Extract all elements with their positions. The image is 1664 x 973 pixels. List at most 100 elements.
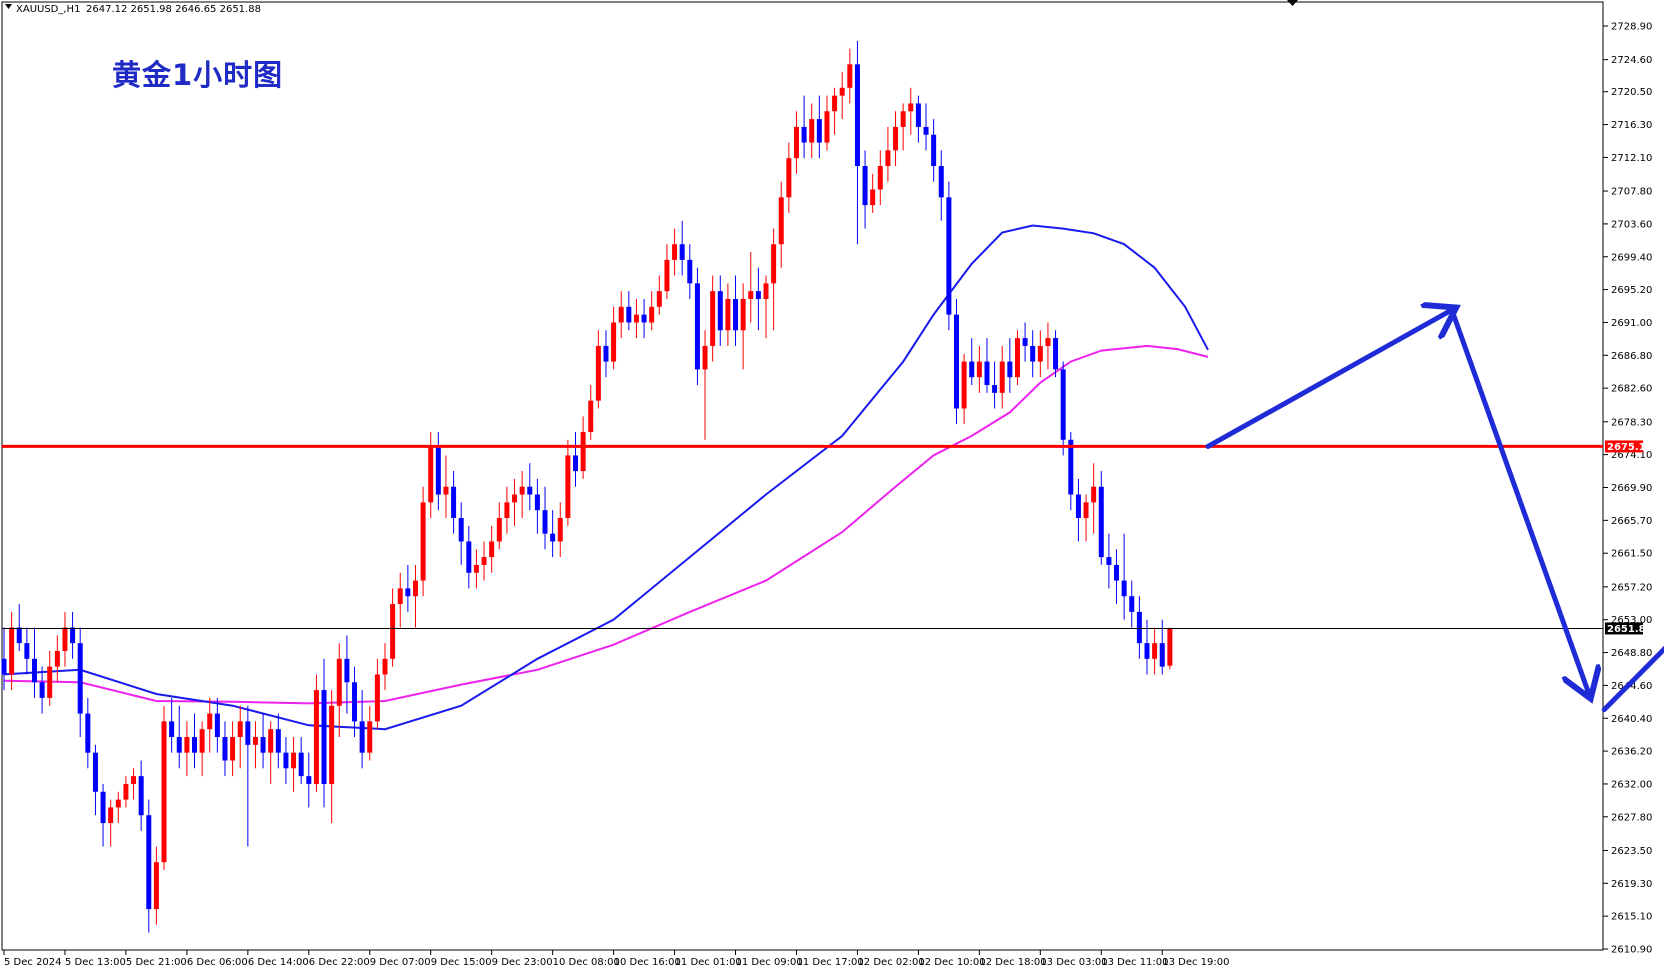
candle xyxy=(1037,330,1043,378)
candle-body xyxy=(755,291,761,299)
candle-body xyxy=(931,134,937,167)
x-tick-label: 10 Dec 16:00 xyxy=(614,957,681,968)
candle xyxy=(47,650,53,706)
candle xyxy=(207,697,213,753)
candle-body xyxy=(100,791,106,824)
candle xyxy=(313,674,319,792)
current-price-tag xyxy=(1605,622,1643,635)
candle xyxy=(481,541,487,581)
candle xyxy=(908,87,914,135)
candle xyxy=(1114,549,1120,605)
candle-body xyxy=(893,126,899,151)
chart-shift-marker-icon xyxy=(1287,0,1298,6)
candle xyxy=(595,330,601,409)
candle-body xyxy=(1129,596,1135,612)
candle-body xyxy=(138,776,144,816)
candle-body xyxy=(9,627,15,675)
candle-body xyxy=(679,244,685,260)
candle xyxy=(954,298,959,425)
candle xyxy=(1091,463,1097,534)
candle xyxy=(405,564,411,612)
candle-body xyxy=(397,588,403,605)
candle xyxy=(1121,533,1127,620)
x-tick-label: 9 Dec 23:00 xyxy=(492,957,553,968)
x-tick-label: 12 Dec 18:00 xyxy=(979,957,1046,968)
candle xyxy=(778,181,784,268)
price-lines: 2675.15 2651.88 xyxy=(2,440,1653,635)
candle xyxy=(1,627,7,691)
candle-body xyxy=(946,197,952,315)
candle-body xyxy=(618,306,624,323)
candle-body xyxy=(428,447,434,503)
candle-body xyxy=(54,650,60,667)
candle-body xyxy=(1106,557,1112,565)
moving-averages xyxy=(3,224,1209,731)
candle-body xyxy=(862,166,868,206)
dropdown-triangle-icon[interactable] xyxy=(5,4,12,9)
candles xyxy=(1,40,1173,933)
candle xyxy=(893,111,899,167)
candle xyxy=(534,478,540,534)
x-tick-label: 5 Dec 2024 xyxy=(4,957,62,968)
candle-body xyxy=(626,306,632,323)
candle xyxy=(550,510,556,558)
candle-body xyxy=(725,298,731,331)
candle xyxy=(230,721,236,777)
candle-body xyxy=(961,361,967,409)
candle-body xyxy=(915,103,921,127)
candle-body xyxy=(283,752,289,769)
candle xyxy=(512,478,518,526)
candle-body xyxy=(999,361,1005,393)
candle xyxy=(321,658,327,808)
candle-body xyxy=(1083,502,1089,519)
y-tick-label: 2682.60 xyxy=(1611,384,1652,395)
y-tick-label: 2695.20 xyxy=(1611,285,1652,296)
candle-body xyxy=(908,103,914,112)
candle-body xyxy=(344,658,350,683)
candle-body xyxy=(534,494,540,511)
candle xyxy=(268,721,274,784)
candle-body xyxy=(374,674,380,722)
candle xyxy=(374,658,380,730)
current-price-label: 2651.88 xyxy=(1607,624,1653,635)
candle xyxy=(611,306,617,370)
candle-body xyxy=(809,119,815,143)
candle-body xyxy=(367,721,373,753)
x-tick-label: 6 Dec 06:00 xyxy=(187,957,248,968)
x-tick-label: 13 Dec 19:00 xyxy=(1162,957,1229,968)
candle xyxy=(24,627,30,675)
candle-body xyxy=(1159,643,1165,667)
candle-body xyxy=(390,604,396,659)
candle xyxy=(123,776,129,808)
candle xyxy=(390,588,396,667)
x-tick-label: 11 Dec 17:00 xyxy=(796,957,863,968)
candle-body xyxy=(31,658,37,683)
candle-body xyxy=(169,721,175,738)
candle-body xyxy=(839,87,845,96)
candle xyxy=(573,431,578,487)
candle-body xyxy=(778,197,784,245)
candle xyxy=(733,275,739,346)
candle xyxy=(664,244,670,299)
candle xyxy=(153,846,159,925)
y-tick-label: 2724.60 xyxy=(1611,55,1652,66)
candle xyxy=(473,549,479,589)
x-tick-label: 6 Dec 14:00 xyxy=(248,957,309,968)
annotation-arrows xyxy=(1205,310,1664,713)
candle-body xyxy=(649,306,655,323)
candle-body xyxy=(687,259,693,284)
y-tick-label: 2728.90 xyxy=(1611,22,1652,33)
y-tick-label: 2691.00 xyxy=(1611,318,1652,329)
candle-body xyxy=(359,721,365,753)
candle-body xyxy=(603,345,609,362)
candle-body xyxy=(976,361,982,378)
candle-body xyxy=(611,322,617,362)
candle xyxy=(1014,330,1020,386)
y-tick-label: 2674.10 xyxy=(1611,450,1652,461)
candle-body xyxy=(245,721,251,745)
candle xyxy=(854,40,860,245)
candle-body xyxy=(771,244,777,284)
candle xyxy=(679,220,685,276)
